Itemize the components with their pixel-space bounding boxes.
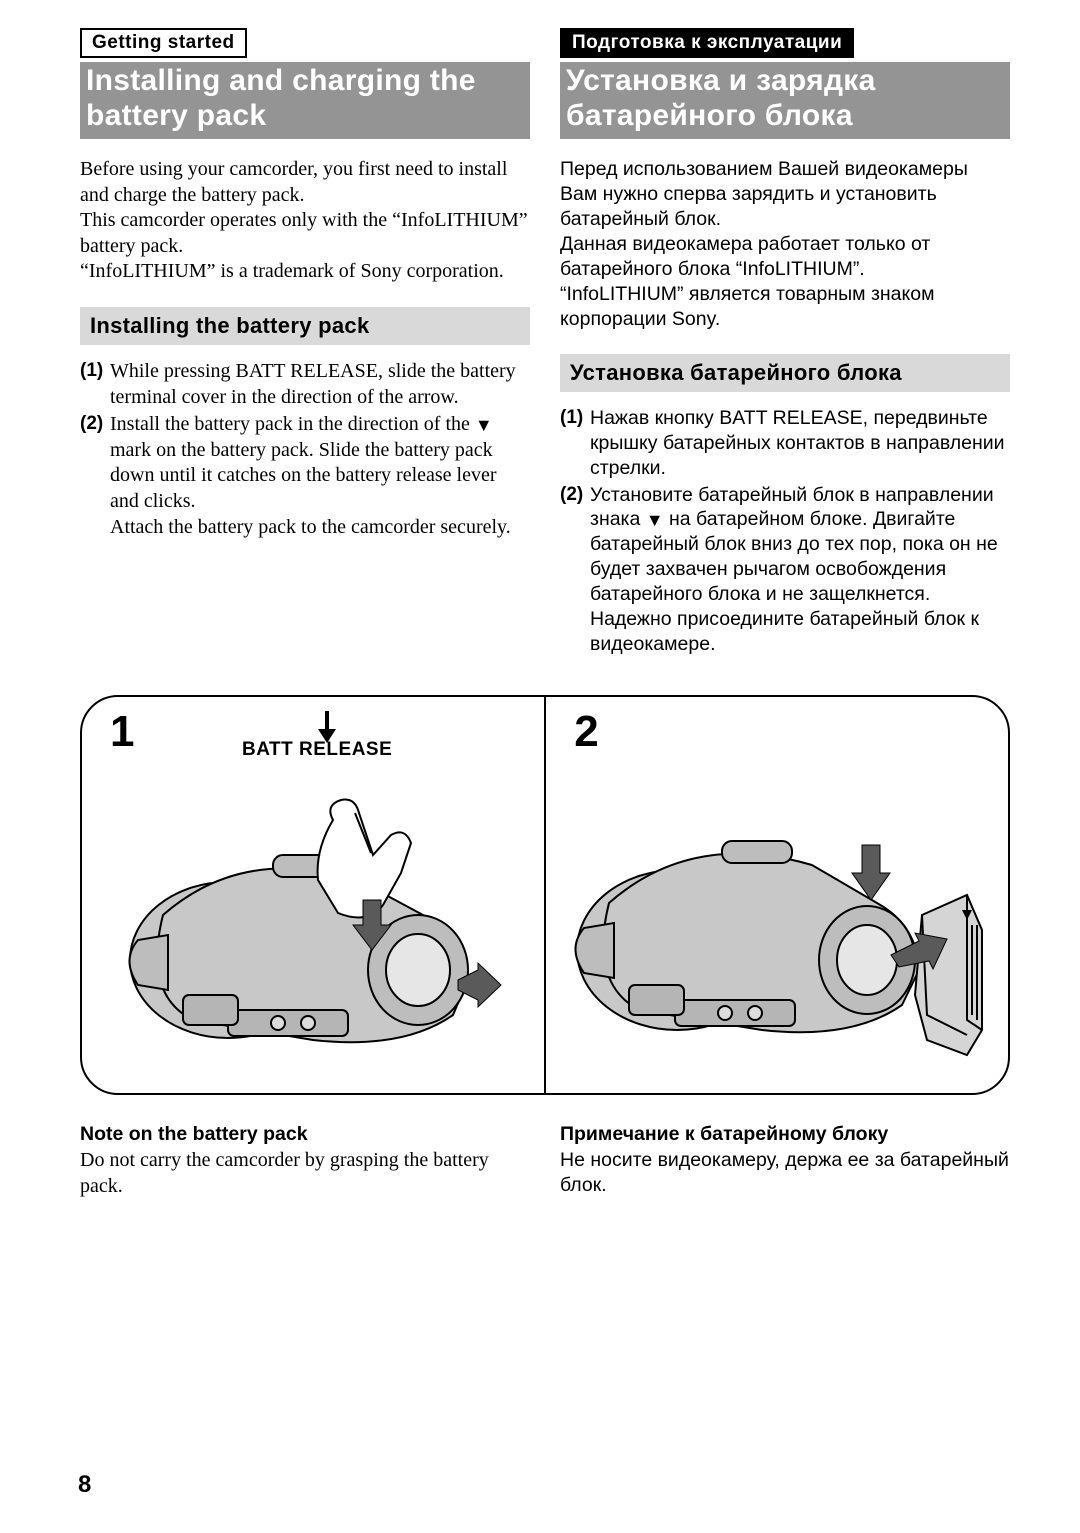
figure-panel-1: 1 BATT RELEASE — [82, 697, 544, 1093]
step-num: (2) — [560, 483, 590, 658]
step-body: Install the battery pack in the directio… — [110, 412, 530, 540]
note-body-en: Do not carry the camcorder by grasping t… — [80, 1148, 530, 1199]
step-num: (1) — [80, 359, 110, 410]
figure-number-2: 2 — [574, 707, 598, 757]
title-ru: Установка и зарядка батарейного блока — [560, 62, 1010, 139]
step-body: Нажав кнопку BATT RELEASE, передвиньте к… — [590, 406, 1010, 481]
step-body: While pressing BATT RELEASE, slide the b… — [110, 359, 530, 410]
subheading-ru: Установка батарейного блока — [560, 354, 1010, 392]
step-2-en: (2) Install the battery pack in the dire… — [80, 412, 530, 540]
subheading-en: Installing the battery pack — [80, 307, 530, 345]
intro-en: Before using your camcorder, you first n… — [80, 157, 530, 285]
arrow-down-icon — [318, 711, 336, 743]
column-russian: Подготовка к эксплуатации Установка и за… — [560, 28, 1010, 659]
steps-en: (1) While pressing BATT RELEASE, slide t… — [80, 359, 530, 540]
step-1-en: (1) While pressing BATT RELEASE, slide t… — [80, 359, 530, 410]
note-en: Note on the battery pack Do not carry th… — [80, 1123, 530, 1199]
step-num: (1) — [560, 406, 590, 481]
column-english: Getting started Installing and charging … — [80, 28, 530, 659]
page-number: 8 — [78, 1471, 91, 1499]
note-body-ru: Не носите видеокамеру, держа ее за батар… — [560, 1148, 1010, 1198]
title-en: Installing and charging the battery pack — [80, 62, 530, 139]
step-1-ru: (1) Нажав кнопку BATT RELEASE, передвинь… — [560, 406, 1010, 481]
down-triangle-icon: ▼ — [475, 416, 493, 434]
camcorder-illustration-2 — [567, 765, 987, 1075]
camcorder-illustration-1 — [123, 785, 503, 1075]
step-body: Установите батарейный блок в направлении… — [590, 483, 1010, 658]
figure-box: 1 BATT RELEASE — [80, 695, 1010, 1095]
down-triangle-icon: ▼ — [646, 511, 664, 529]
figure-number-1: 1 — [110, 707, 134, 757]
intro-ru: Перед использованием Вашей видеокамеры В… — [560, 157, 1010, 332]
figure-panel-2: 2 — [546, 697, 1008, 1093]
steps-ru: (1) Нажав кнопку BATT RELEASE, передвинь… — [560, 406, 1010, 658]
section-tag-ru: Подготовка к эксплуатации — [560, 28, 854, 58]
step-num: (2) — [80, 412, 110, 540]
note-title-en: Note on the battery pack — [80, 1123, 530, 1146]
section-tag-en: Getting started — [80, 28, 247, 58]
note-ru: Примечание к батарейному блоку Не носите… — [560, 1123, 1010, 1199]
notes-row: Note on the battery pack Do not carry th… — [80, 1123, 1010, 1199]
note-title-ru: Примечание к батарейному блоку — [560, 1123, 1010, 1146]
step-2-ru: (2) Установите батарейный блок в направл… — [560, 483, 1010, 658]
